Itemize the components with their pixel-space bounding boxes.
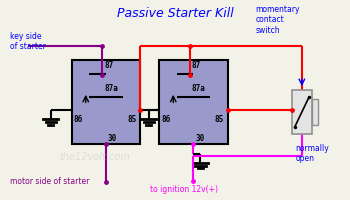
Text: 86: 86 — [74, 115, 83, 124]
Text: 87a: 87a — [104, 84, 118, 93]
Text: 85: 85 — [215, 115, 224, 124]
Text: motor side of starter: motor side of starter — [10, 177, 90, 186]
Bar — [159, 60, 228, 144]
Text: normally
open: normally open — [296, 144, 329, 163]
Text: 87: 87 — [104, 61, 113, 70]
Text: 86: 86 — [161, 115, 170, 124]
Bar — [72, 60, 140, 144]
Text: 85: 85 — [127, 115, 136, 124]
Text: key side
of starter: key side of starter — [10, 32, 46, 51]
Text: to ignition 12v(+): to ignition 12v(+) — [150, 185, 218, 194]
Text: 30: 30 — [195, 134, 204, 143]
Text: 30: 30 — [108, 134, 117, 143]
Text: the12volt.com: the12volt.com — [60, 152, 130, 162]
Text: Passive Starter Kill: Passive Starter Kill — [117, 7, 233, 20]
Bar — [292, 90, 312, 134]
Bar — [312, 99, 318, 125]
Text: momentary
contact
switch: momentary contact switch — [256, 5, 300, 35]
Text: 87a: 87a — [192, 84, 205, 93]
Text: 87: 87 — [192, 61, 201, 70]
